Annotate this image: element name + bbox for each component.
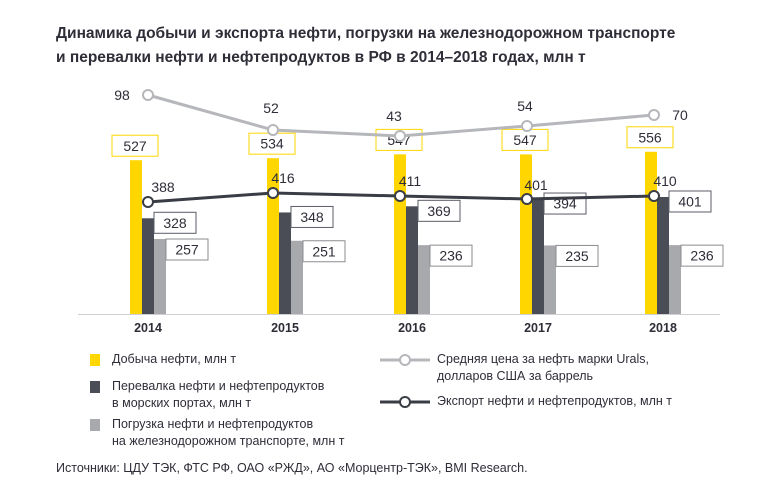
label-production-2014-box: [111, 134, 159, 157]
legend-transshipment-line-1: Перевалка нефти и нефтепродуктов: [112, 379, 325, 393]
label-export-2018: 410: [653, 173, 677, 189]
label-export-2016: 411: [399, 173, 422, 189]
point-price-2016: [394, 130, 406, 142]
label-price-2016: 43: [386, 108, 402, 124]
label-railway-2018-box: [680, 244, 724, 267]
legend-swatch-price: [380, 354, 430, 366]
label-railway-2015: 251: [312, 243, 336, 259]
legend-railway-line-1: Погрузка нефти и нефтепродуктов: [112, 417, 314, 431]
point-export-2016: [394, 190, 406, 202]
label-railway-2018: 236: [690, 248, 714, 264]
x-tick-2014: 2014: [134, 321, 162, 335]
label-railway-2017: 235: [565, 248, 589, 264]
bar-transshipment-2014: [142, 218, 154, 314]
label-production-2017: 547: [513, 132, 537, 148]
label-export-2015: 416: [271, 170, 295, 186]
legend-swatch-production: [90, 354, 100, 366]
bar-railway-2014: [154, 239, 166, 314]
point-price-2014: [142, 89, 154, 101]
label-transshipment-2016-box: [417, 199, 461, 222]
legend-price-marker: [399, 354, 411, 366]
point-export-2015: [267, 187, 279, 199]
label-transshipment-2014-box: [153, 211, 197, 234]
label-price-2017: 54: [517, 98, 533, 114]
label-export-2017: 401: [524, 177, 548, 193]
label-railway-2014-box: [165, 238, 209, 261]
x-tick-2017: 2017: [524, 321, 552, 335]
label-price-2015: 52: [263, 100, 279, 116]
legend-swatch-railway: [90, 419, 100, 431]
title-line-1: Динамика добычи и экспорта нефти, погруз…: [56, 25, 676, 42]
legend-railway-line-2: на железнодорожном транспорте, млн т: [112, 434, 345, 448]
label-railway-2014: 257: [175, 242, 199, 258]
x-tick-2018: 2018: [649, 321, 677, 335]
x-tick-2016: 2016: [398, 321, 426, 335]
x-tick-2015: 2015: [271, 321, 299, 335]
bar-railway-2018: [669, 245, 681, 314]
title-line-2: и перевалки нефти и нефтепродуктов в РФ …: [56, 49, 586, 66]
point-export-2018: [648, 190, 660, 202]
label-railway-2016: 236: [439, 248, 463, 264]
legend-swatch-export: [380, 396, 430, 408]
label-transshipment-2015: 348: [300, 209, 324, 225]
label-production-2015: 534: [260, 136, 284, 152]
point-export-2017: [521, 193, 533, 205]
label-transshipment-2018: 401: [678, 194, 702, 210]
bar-railway-2015: [291, 240, 303, 314]
legend-swatch-transshipment: [90, 381, 100, 393]
bar-transshipment-2015: [279, 212, 291, 314]
label-railway-2015-box: [302, 240, 346, 263]
label-price-2018: 70: [672, 107, 688, 123]
point-export-2014: [142, 196, 154, 208]
legend-production-line-1: Добыча нефти, млн т: [112, 352, 237, 366]
label-railway-2017-box: [555, 244, 599, 267]
legend-price-line-1: Средняя цена за нефть марки Urals,: [437, 352, 649, 366]
legend-export-line-1: Экспорт нефти и нефтепродуктов, млн т: [437, 394, 673, 408]
point-price-2015: [267, 124, 279, 136]
label-transshipment-2018-box: [668, 190, 712, 213]
legend-price-line-2: долларов США за баррель: [437, 369, 594, 383]
label-transshipment-2016: 369: [427, 203, 451, 219]
bar-transshipment-2018: [657, 196, 669, 314]
legend-transshipment-line-2: в морских портах, млн т: [112, 396, 252, 410]
label-export-2014: 388: [151, 179, 175, 195]
bar-production-2014: [130, 160, 142, 314]
legend-export-marker: [399, 396, 411, 408]
label-transshipment-2014: 328: [163, 215, 187, 231]
label-railway-2016-box: [429, 244, 473, 267]
point-price-2017: [521, 120, 533, 132]
label-production-2018-box: [626, 126, 674, 149]
bar-railway-2016: [418, 245, 430, 314]
point-price-2018: [648, 109, 660, 121]
label-production-2014: 527: [123, 138, 147, 154]
label-production-2018: 556: [638, 129, 662, 145]
bar-transshipment-2016: [406, 206, 418, 314]
label-price-2014: 98: [114, 87, 130, 103]
label-transshipment-2015-box: [290, 205, 334, 228]
source-note: Источники: ЦДУ ТЭК, ФТС РФ, ОАО «РЖД», А…: [56, 461, 528, 475]
bar-railway-2017: [544, 245, 556, 314]
bar-transshipment-2017: [532, 199, 544, 314]
chart-title: Динамика добычи и экспорта нефти, погруз…: [56, 22, 756, 70]
